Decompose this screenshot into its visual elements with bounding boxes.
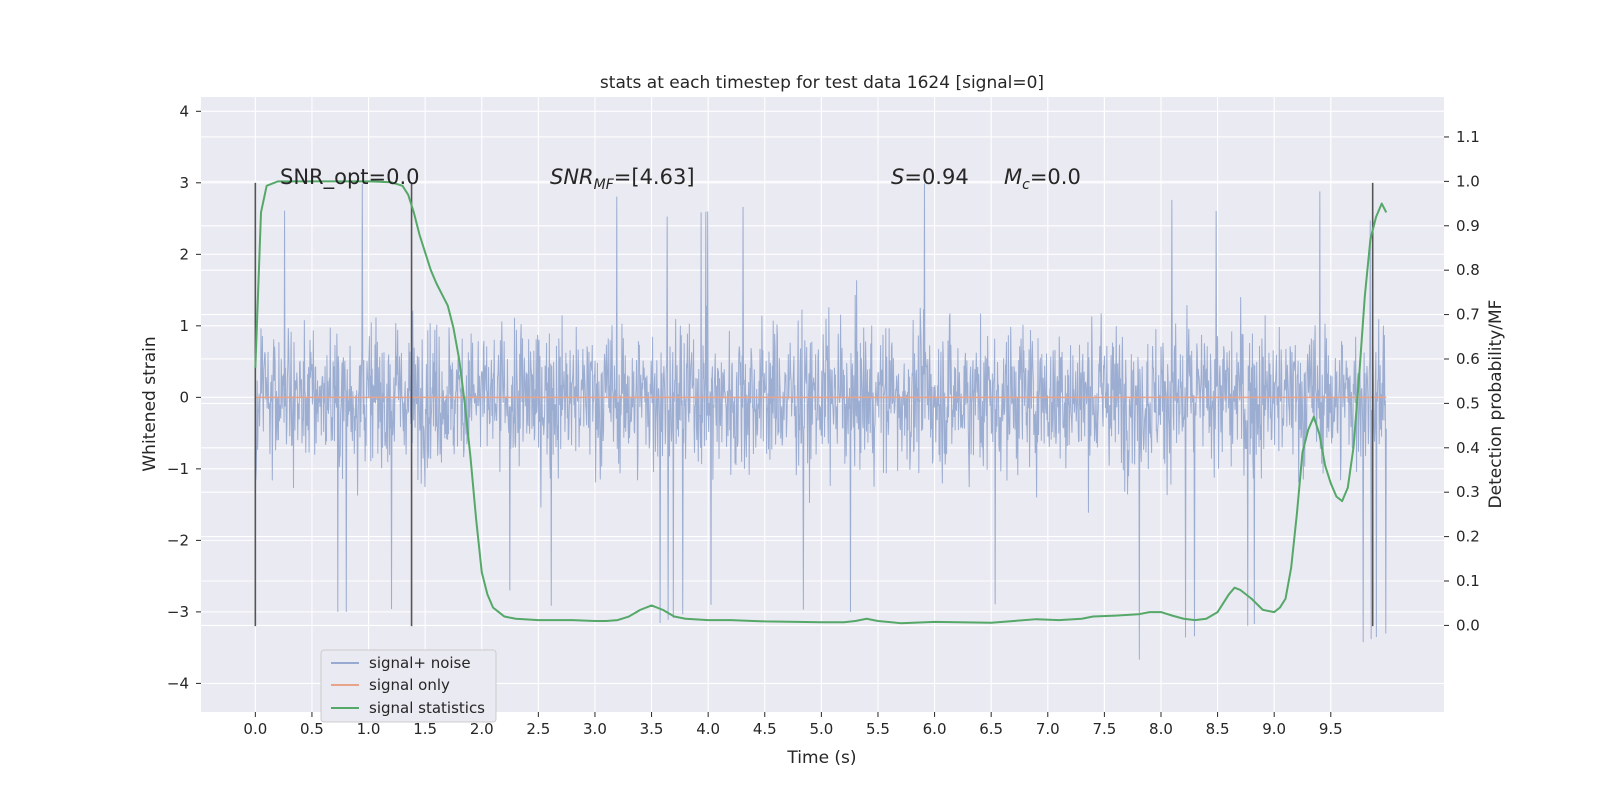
signal-statistics-line xyxy=(254,180,1388,625)
x-tick-label-13: 6.5 xyxy=(979,720,1003,738)
x-tick-label-18: 9.0 xyxy=(1262,720,1286,738)
y2-axis-label: Detection probability/MF xyxy=(1486,300,1506,509)
y-tick-label-2: −2 xyxy=(167,531,189,549)
y-tick-label-3: −1 xyxy=(167,460,189,478)
x-tick-label-9: 4.5 xyxy=(753,720,777,738)
legend: signal+ noise signal only signal statist… xyxy=(320,649,497,723)
chart-title: stats at each timestep for test data 162… xyxy=(600,73,1044,93)
x-tick-label-5: 2.5 xyxy=(526,720,550,738)
y2-tick-label-9: 0.9 xyxy=(1456,217,1480,235)
x-tick-label-12: 6.0 xyxy=(923,720,947,738)
x-tick-label-3: 1.5 xyxy=(413,720,437,738)
annotation-s: S=0.94 xyxy=(891,165,969,189)
annotations: SNR_opt=0.0 SNRMF=[4.63] S=0.94 Mc=0.0 xyxy=(280,165,1081,193)
annotation-mc: Mc=0.0 xyxy=(1004,165,1081,193)
legend-label-signal-noise: signal+ noise xyxy=(369,654,471,672)
y2-tick-label-11: 1.1 xyxy=(1456,128,1480,146)
y-tick-label-0: −4 xyxy=(167,674,189,692)
y-tick-label-8: 4 xyxy=(179,102,189,120)
x-tick-label-4: 2.0 xyxy=(470,720,494,738)
annotation-s-symbol: S xyxy=(891,165,904,189)
noise-series xyxy=(254,183,1387,660)
y2-tick-label-8: 0.8 xyxy=(1456,261,1480,279)
signal-noise-line xyxy=(254,183,1387,660)
x-tick-label-15: 7.5 xyxy=(1092,720,1116,738)
y2-tick-label-7: 0.7 xyxy=(1456,306,1480,324)
x-tick-label-17: 8.5 xyxy=(1206,720,1230,738)
y-tick-label-6: 2 xyxy=(179,245,189,263)
x-axis-label: Time (s) xyxy=(786,748,856,768)
x-tick-label-11: 5.5 xyxy=(866,720,890,738)
x-tick-label-8: 4.0 xyxy=(696,720,720,738)
stats-series xyxy=(254,180,1388,625)
y2-tick-label-0: 0.0 xyxy=(1456,616,1480,634)
marker-lines xyxy=(254,182,1374,627)
annotation-s-value: =0.94 xyxy=(904,165,968,189)
annotation-mc-sub: c xyxy=(1022,177,1030,193)
legend-label-signal-statistics: signal statistics xyxy=(369,699,485,717)
y2-tick-label-5: 0.5 xyxy=(1456,394,1480,412)
axis-ticks: 0.0 0.5 1.0 1.5 2.0 2.5 3.0 3.5 4.0 4.5 5.0 5.5 6.0 6… xyxy=(167,102,1480,738)
y2-tick-label-4: 0.4 xyxy=(1456,439,1480,457)
annotation-snr-mf-sub: MF xyxy=(594,177,615,193)
legend-box xyxy=(320,649,497,723)
x-tick-label-7: 3.5 xyxy=(640,720,664,738)
x-tick-label-19: 9.5 xyxy=(1319,720,1343,738)
y-tick-label-7: 3 xyxy=(179,174,189,192)
y2-tick-label-2: 0.2 xyxy=(1456,528,1480,546)
y-axis-label: Whitened strain xyxy=(140,336,160,471)
annotation-mc-value: =0.0 xyxy=(1030,165,1081,189)
annotation-snr-opt: SNR_opt=0.0 xyxy=(280,165,420,190)
legend-label-signal-only: signal only xyxy=(369,676,450,694)
x-tick-label-14: 7.0 xyxy=(1036,720,1060,738)
y2-tick-label-1: 0.1 xyxy=(1456,572,1480,590)
x-tick-label-2: 1.0 xyxy=(357,720,381,738)
annotation-mc-symbol: M xyxy=(1004,165,1022,189)
y-tick-label-5: 1 xyxy=(179,317,189,335)
y-tick-label-1: −3 xyxy=(167,603,189,621)
x-tick-label-1: 0.5 xyxy=(300,720,324,738)
x-tick-label-0: 0.0 xyxy=(243,720,267,738)
x-tick-label-16: 8.0 xyxy=(1149,720,1173,738)
y2-tick-label-3: 0.3 xyxy=(1456,483,1480,501)
x-tick-label-6: 3.0 xyxy=(583,720,607,738)
y2-tick-label-6: 0.6 xyxy=(1456,350,1480,368)
annotation-snr-mf: SNRMF=[4.63] xyxy=(550,165,695,193)
y2-tick-label-10: 1.0 xyxy=(1456,172,1480,190)
x-tick-label-10: 5.0 xyxy=(809,720,833,738)
annotation-snr-mf-value: =[4.63] xyxy=(614,165,695,189)
annotation-snr-mf-base: SNR xyxy=(550,165,594,189)
y-tick-label-4: 0 xyxy=(179,388,189,406)
